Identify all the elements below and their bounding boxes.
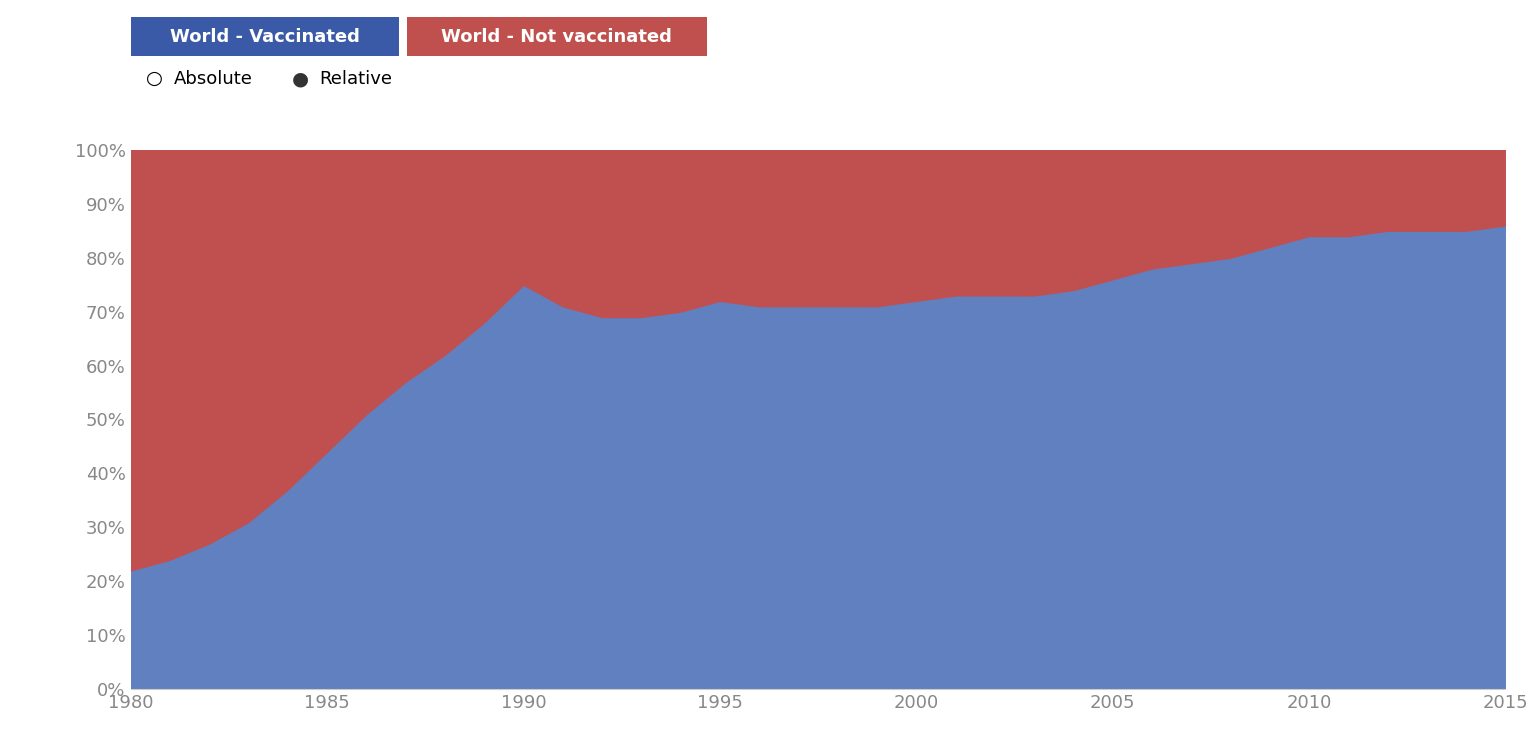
Text: ●: ●	[292, 69, 309, 88]
Text: Relative: Relative	[319, 70, 393, 88]
Text: ○: ○	[146, 69, 163, 88]
Text: Absolute: Absolute	[174, 70, 252, 88]
Text: World - Not vaccinated: World - Not vaccinated	[441, 28, 673, 46]
Text: World - Vaccinated: World - Vaccinated	[170, 28, 359, 46]
